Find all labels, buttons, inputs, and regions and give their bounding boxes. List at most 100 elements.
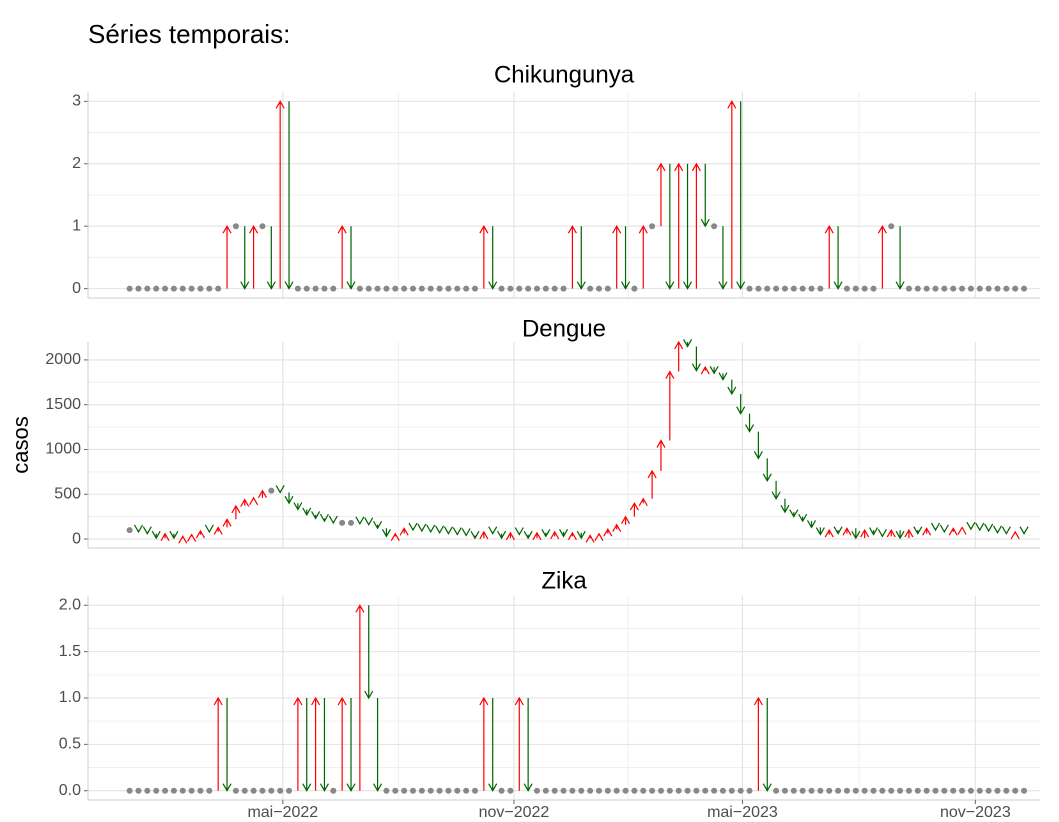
point (932, 285, 939, 292)
point (684, 787, 691, 794)
point (1012, 285, 1019, 292)
point (1021, 285, 1028, 292)
arrow (762, 698, 772, 792)
arrow (833, 226, 843, 290)
arrow (355, 516, 365, 526)
y-tick-label: 0 (72, 530, 81, 547)
arrow (311, 696, 321, 791)
arrow (479, 696, 489, 791)
point (737, 787, 744, 794)
point (498, 787, 505, 794)
point (888, 223, 895, 230)
point (365, 285, 372, 292)
point (330, 787, 337, 794)
point (569, 787, 576, 794)
arrow (683, 339, 693, 348)
y-tick-label: 1000 (45, 441, 81, 458)
arrow (930, 522, 941, 532)
point (781, 285, 788, 292)
arrow (612, 225, 622, 289)
arrow (249, 225, 259, 289)
point (985, 285, 992, 292)
point (445, 285, 452, 292)
point (445, 787, 452, 794)
panel-title: Zika (541, 567, 587, 594)
point (852, 285, 859, 292)
arrow (497, 530, 507, 540)
point (595, 285, 602, 292)
arrow (470, 530, 480, 540)
arrow (293, 696, 303, 791)
point (711, 787, 718, 794)
point (861, 285, 868, 292)
arrow (337, 696, 347, 791)
arrow (390, 532, 400, 541)
arrow (275, 485, 285, 494)
point (799, 285, 806, 292)
point (976, 285, 983, 292)
arrow (514, 527, 524, 536)
point (321, 285, 328, 292)
arrow (399, 527, 409, 536)
point (126, 787, 133, 794)
arrow (621, 226, 631, 290)
arrow (860, 528, 870, 539)
arrow (435, 525, 445, 534)
point (631, 787, 638, 794)
point (507, 285, 514, 292)
arrow (364, 605, 374, 700)
arrow (240, 226, 250, 290)
arrow (302, 507, 312, 517)
arrow (523, 530, 533, 540)
arrow (160, 532, 170, 541)
arrow (691, 346, 701, 372)
arrow (585, 534, 595, 543)
point (773, 787, 780, 794)
point (330, 285, 337, 292)
point (746, 285, 753, 292)
point (950, 285, 957, 292)
arrow (488, 698, 498, 792)
point (268, 487, 275, 494)
point (277, 787, 284, 794)
arrow (1001, 526, 1011, 535)
point (728, 787, 735, 794)
point (1012, 787, 1019, 794)
arrow (576, 530, 586, 540)
arrow (1019, 526, 1029, 535)
y-tick-label: 0.0 (59, 782, 81, 799)
arrow (567, 531, 577, 541)
point (507, 787, 514, 794)
point (675, 787, 682, 794)
point (401, 285, 408, 292)
point (808, 285, 815, 292)
arrow (922, 527, 932, 536)
arrow (346, 226, 356, 290)
point (905, 285, 912, 292)
point (374, 285, 381, 292)
point (197, 787, 204, 794)
point (153, 787, 160, 794)
point (560, 285, 567, 292)
arrow (842, 527, 852, 536)
point (967, 285, 974, 292)
arrow (683, 163, 693, 290)
point (649, 223, 656, 230)
arrow (948, 527, 958, 536)
y-tick-label: 0 (72, 280, 81, 297)
point (1003, 285, 1010, 292)
y-tick-label: 0.5 (59, 736, 81, 753)
arrow (505, 531, 515, 541)
point (463, 285, 470, 292)
point (170, 787, 177, 794)
point (764, 285, 771, 292)
arrow (373, 698, 383, 792)
arrow (319, 513, 329, 523)
point (932, 787, 939, 794)
arrow (204, 524, 214, 534)
point (711, 223, 718, 230)
y-tick-label: 1 (72, 217, 81, 234)
point (843, 285, 850, 292)
point (436, 787, 443, 794)
point (640, 787, 647, 794)
